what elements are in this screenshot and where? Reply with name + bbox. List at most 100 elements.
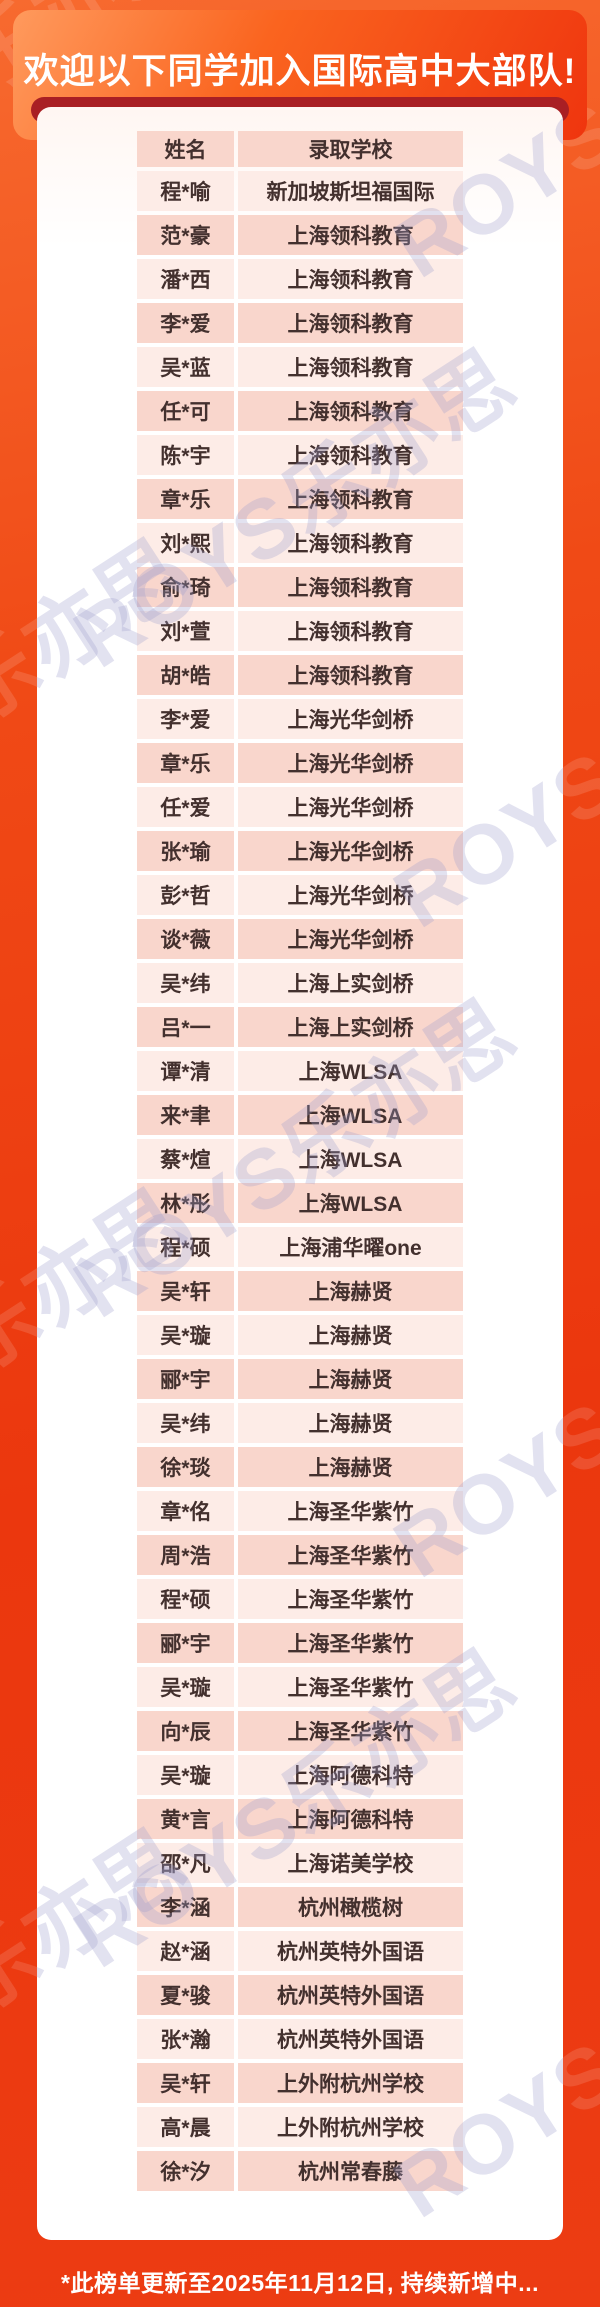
table-row: 程*硕 上海圣华紫竹 [137, 1579, 463, 1619]
student-name-cell: 吴*璇 [137, 1667, 234, 1707]
student-name-cell: 李*爱 [137, 699, 234, 739]
admitted-school-cell: 上外附杭州学校 [238, 2107, 463, 2147]
table-row: 郦*宇 上海圣华紫竹 [137, 1623, 463, 1663]
admitted-school-cell: 上海赫贤 [238, 1359, 463, 1399]
table-row: 李*爱 上海光华剑桥 [137, 699, 463, 739]
table-row: 李*涵 杭州橄榄树 [137, 1887, 463, 1927]
student-name-cell: 程*硕 [137, 1579, 234, 1619]
admitted-school-cell: 上海圣华紫竹 [238, 1667, 463, 1707]
table-row: 徐*琰 上海赫贤 [137, 1447, 463, 1487]
admitted-school-cell: 上海诺美学校 [238, 1843, 463, 1883]
table-row: 邵*凡 上海诺美学校 [137, 1843, 463, 1883]
update-note: *此榜单更新至2025年11月12日, 持续新增中... [61, 2270, 539, 2296]
table-row: 张*瑜 上海光华剑桥 [137, 831, 463, 871]
student-name-cell: 郦*宇 [137, 1359, 234, 1399]
admitted-school-cell: 上海阿德科特 [238, 1799, 463, 1839]
admitted-school-cell: 上海领科教育 [238, 479, 463, 519]
student-name-cell: 俞*琦 [137, 567, 234, 607]
column-header-school: 录取学校 [238, 131, 463, 167]
admitted-school-cell: 杭州英特外国语 [238, 1975, 463, 2015]
admitted-school-cell: 上海领科教育 [238, 567, 463, 607]
table-row: 林*彤 上海WLSA [137, 1183, 463, 1223]
table-row: 刘*熙 上海领科教育 [137, 523, 463, 563]
student-name-cell: 陈*宇 [137, 435, 234, 475]
admitted-school-cell: 上海上实剑桥 [238, 1007, 463, 1047]
admitted-school-cell: 上海圣华紫竹 [238, 1535, 463, 1575]
student-name-cell: 吴*纬 [137, 963, 234, 1003]
student-name-cell: 来*聿 [137, 1095, 234, 1135]
admitted-school-cell: 上海赫贤 [238, 1403, 463, 1443]
student-name-cell: 林*彤 [137, 1183, 234, 1223]
admitted-school-cell: 上外附杭州学校 [238, 2063, 463, 2103]
student-name-cell: 刘*熙 [137, 523, 234, 563]
table-row: 谭*清 上海WLSA [137, 1051, 463, 1091]
admitted-school-cell: 上海领科教育 [238, 215, 463, 255]
admitted-school-cell: 上海领科教育 [238, 655, 463, 695]
student-name-cell: 谭*清 [137, 1051, 234, 1091]
student-name-cell: 李*涵 [137, 1887, 234, 1927]
student-name-cell: 郦*宇 [137, 1623, 234, 1663]
table-row: 任*可 上海领科教育 [137, 391, 463, 431]
admitted-school-cell: 上海光华剑桥 [238, 919, 463, 959]
student-name-cell: 邵*凡 [137, 1843, 234, 1883]
admitted-school-cell: 上海WLSA [238, 1139, 463, 1179]
page-title: 欢迎以下同学加入国际高中大部队! [23, 51, 577, 91]
table-row: 程*硕 上海浦华曜one [137, 1227, 463, 1267]
table-row: 吴*轩 上海赫贤 [137, 1271, 463, 1311]
table-row: 俞*琦 上海领科教育 [137, 567, 463, 607]
table-row: 胡*皓 上海领科教育 [137, 655, 463, 695]
student-name-cell: 吴*璇 [137, 1755, 234, 1795]
student-name-cell: 任*可 [137, 391, 234, 431]
admitted-school-cell: 上海上实剑桥 [238, 963, 463, 1003]
admitted-school-cell: 上海领科教育 [238, 435, 463, 475]
admitted-school-cell: 新加坡斯坦福国际 [238, 171, 463, 211]
student-name-cell: 潘*西 [137, 259, 234, 299]
table-row: 张*瀚 杭州英特外国语 [137, 2019, 463, 2059]
admitted-school-cell: 杭州常春藤 [238, 2151, 463, 2191]
table-row: 潘*西 上海领科教育 [137, 259, 463, 299]
table-row: 赵*涵 杭州英特外国语 [137, 1931, 463, 1971]
student-name-cell: 吴*纬 [137, 1403, 234, 1443]
table-row: 刘*萱 上海领科教育 [137, 611, 463, 651]
student-name-cell: 周*浩 [137, 1535, 234, 1575]
student-name-cell: 吴*轩 [137, 1271, 234, 1311]
admitted-school-cell: 杭州英特外国语 [238, 2019, 463, 2059]
admitted-school-cell: 上海光华剑桥 [238, 787, 463, 827]
student-name-cell: 谈*薇 [137, 919, 234, 959]
student-name-cell: 章*乐 [137, 743, 234, 783]
table-row: 高*晨 上外附杭州学校 [137, 2107, 463, 2147]
student-name-cell: 李*爱 [137, 303, 234, 343]
table-row: 章*乐 上海光华剑桥 [137, 743, 463, 783]
table-row: 吴*璇 上海圣华紫竹 [137, 1667, 463, 1707]
admitted-school-cell: 上海WLSA [238, 1183, 463, 1223]
student-name-cell: 彭*哲 [137, 875, 234, 915]
student-name-cell: 徐*琰 [137, 1447, 234, 1487]
table-row: 夏*骏 杭州英特外国语 [137, 1975, 463, 2015]
student-name-cell: 徐*汐 [137, 2151, 234, 2191]
admissions-table: 姓名 录取学校 程*喻 新加坡斯坦福国际 范*豪 上海领科教育 潘*西 上海领科… [133, 127, 467, 2195]
admitted-school-cell: 上海赫贤 [238, 1315, 463, 1355]
table-row: 周*浩 上海圣华紫竹 [137, 1535, 463, 1575]
student-name-cell: 吴*蓝 [137, 347, 234, 387]
admitted-school-cell: 上海阿德科特 [238, 1755, 463, 1795]
table-row: 任*爱 上海光华剑桥 [137, 787, 463, 827]
table-row: 李*爱 上海领科教育 [137, 303, 463, 343]
table-row: 章*佲 上海圣华紫竹 [137, 1491, 463, 1531]
student-name-cell: 章*乐 [137, 479, 234, 519]
admitted-school-cell: 上海圣华紫竹 [238, 1579, 463, 1619]
table-row: 章*乐 上海领科教育 [137, 479, 463, 519]
admitted-school-cell: 上海光华剑桥 [238, 875, 463, 915]
table-row: 谈*薇 上海光华剑桥 [137, 919, 463, 959]
column-header-name: 姓名 [137, 131, 234, 167]
admitted-school-cell: 上海光华剑桥 [238, 743, 463, 783]
table-row: 郦*宇 上海赫贤 [137, 1359, 463, 1399]
table-row: 程*喻 新加坡斯坦福国际 [137, 171, 463, 211]
admitted-school-cell: 上海圣华紫竹 [238, 1623, 463, 1663]
student-name-cell: 章*佲 [137, 1491, 234, 1531]
admitted-school-cell: 上海领科教育 [238, 611, 463, 651]
student-name-cell: 黄*言 [137, 1799, 234, 1839]
table-row: 吴*轩 上外附杭州学校 [137, 2063, 463, 2103]
table-row: 蔡*煊 上海WLSA [137, 1139, 463, 1179]
student-name-cell: 高*晨 [137, 2107, 234, 2147]
admitted-school-cell: 上海浦华曜one [238, 1227, 463, 1267]
